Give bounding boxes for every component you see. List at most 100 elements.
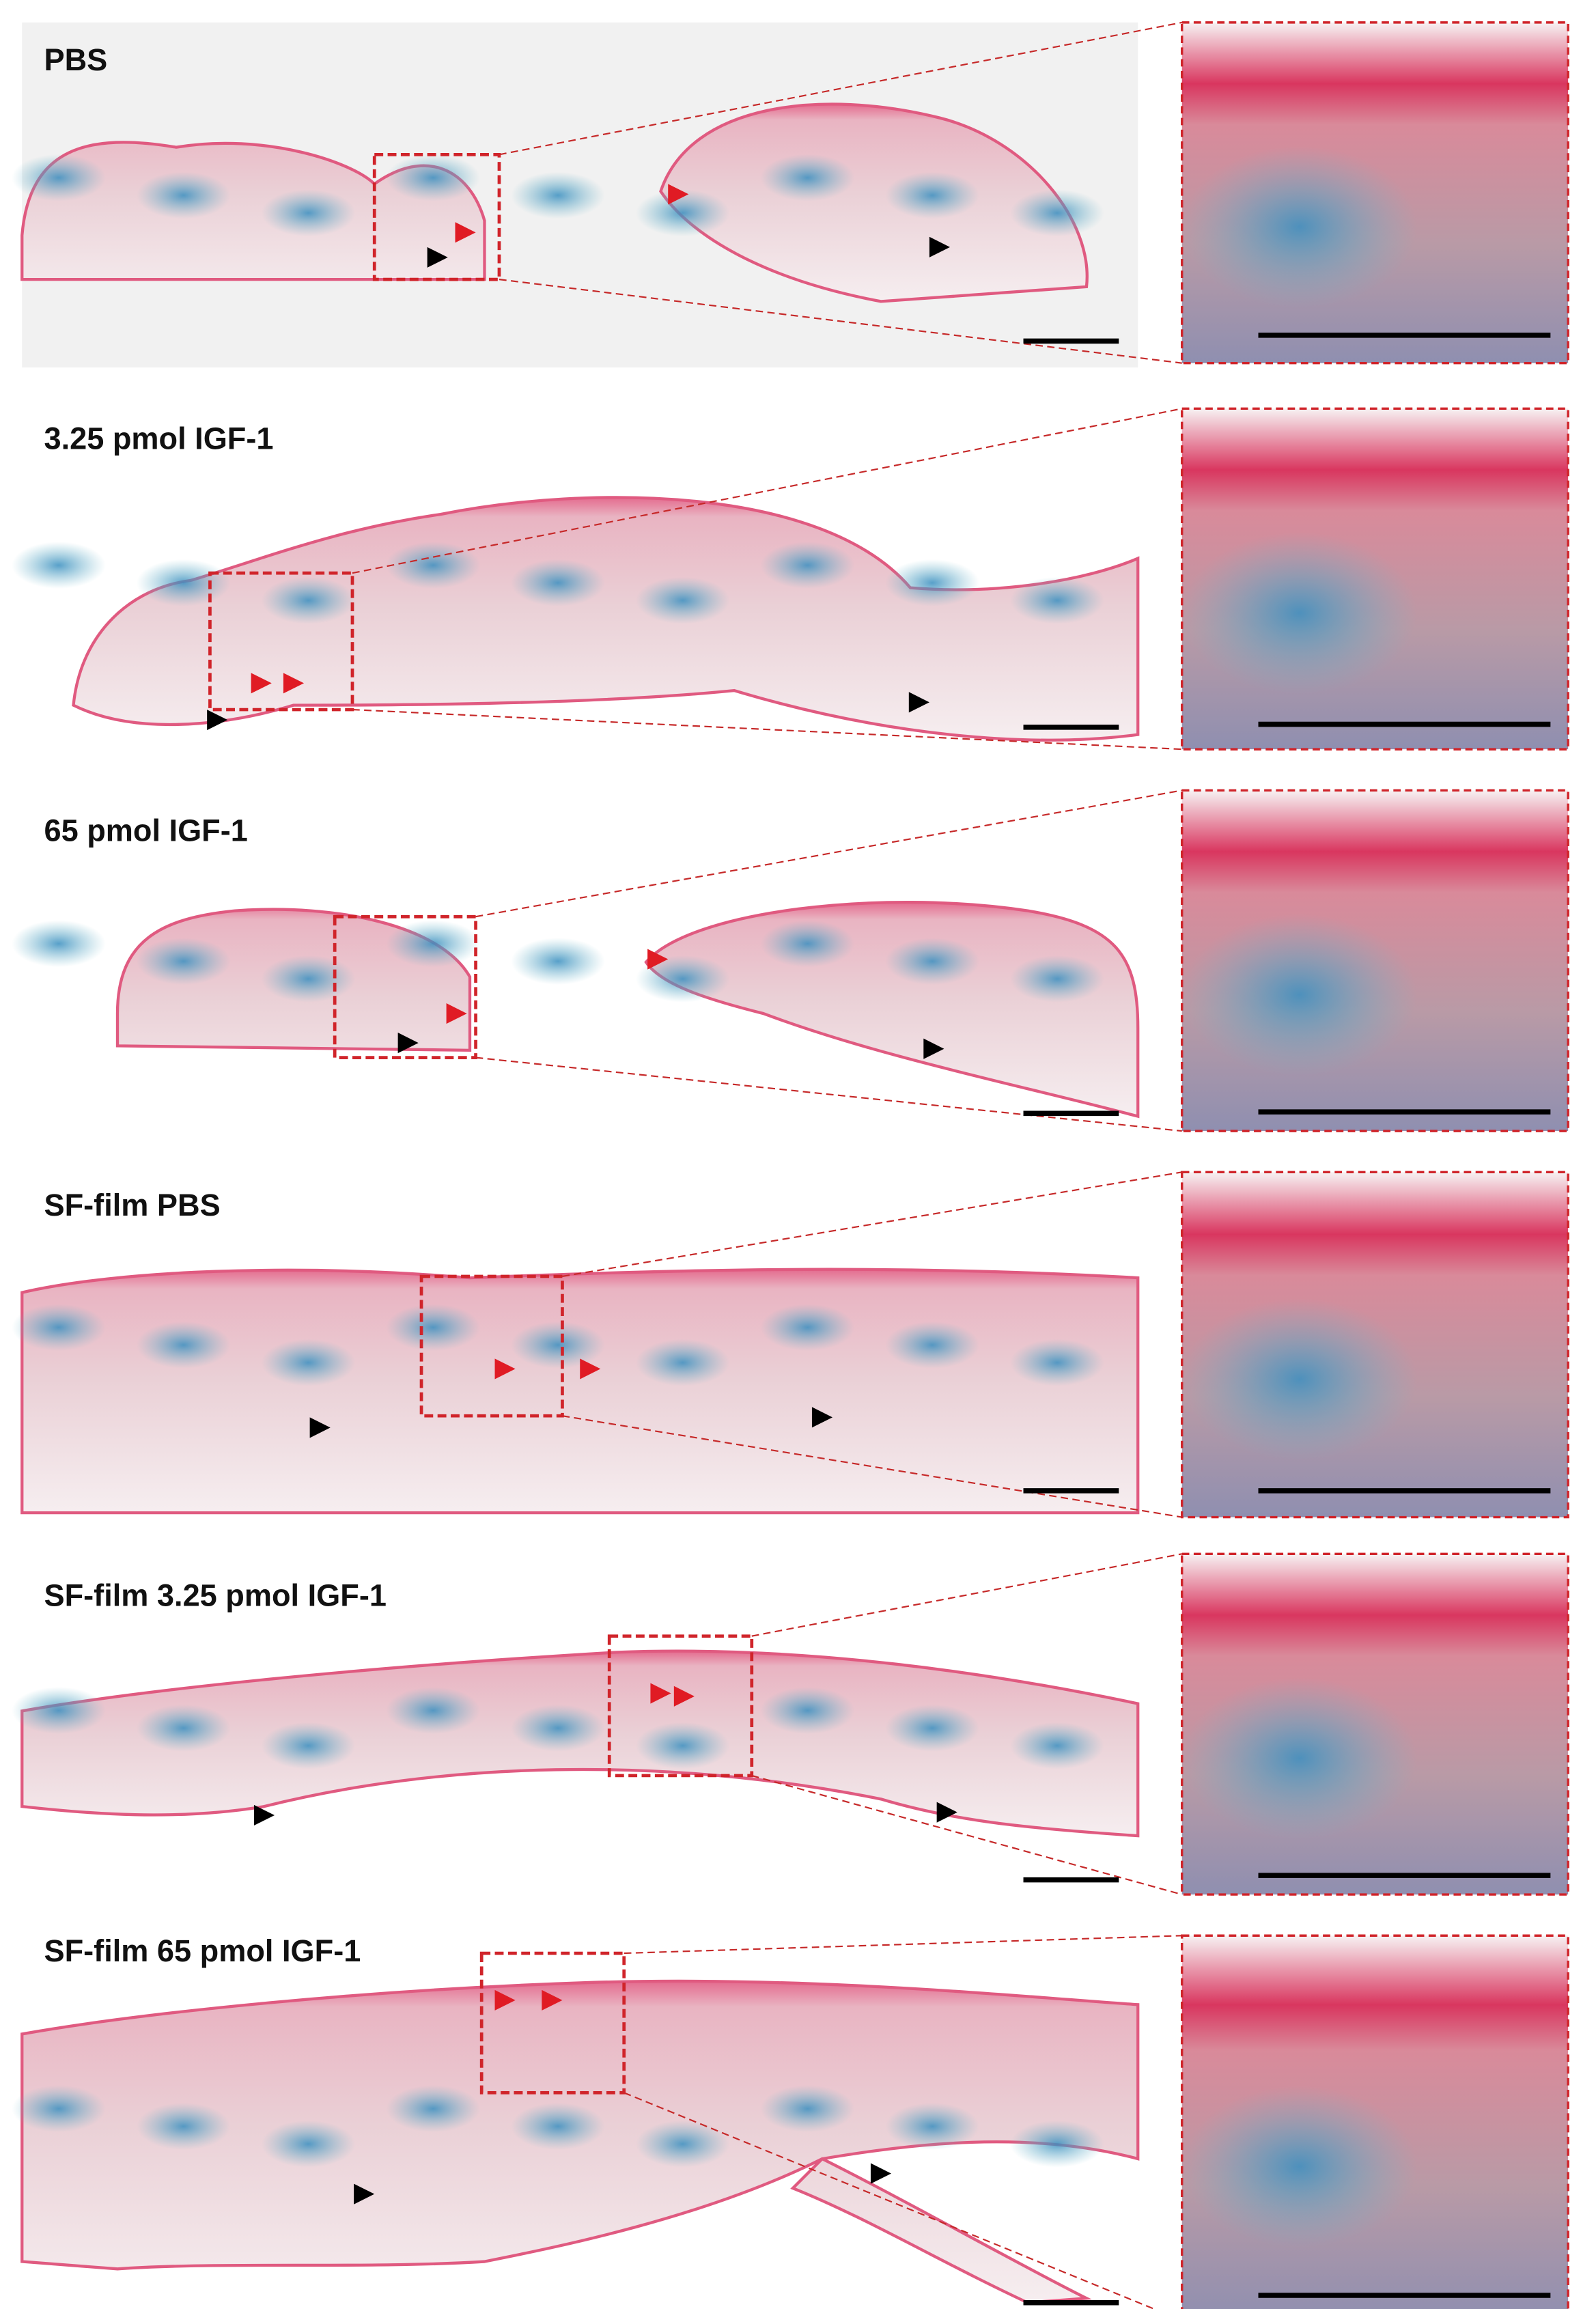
black-arrowhead — [923, 1038, 944, 1059]
stain-patch — [885, 559, 980, 606]
black-arrowhead — [397, 1033, 419, 1054]
stain-patch — [386, 920, 481, 968]
red-arrowhead — [494, 1989, 516, 2011]
stain-patch — [1010, 1339, 1104, 1386]
panel-label: 3.25 pmol IGF-1 — [44, 421, 273, 456]
stain-patch — [885, 2103, 980, 2150]
zoom-stain — [1181, 2086, 1417, 2248]
stain-patch — [511, 1321, 605, 1369]
red-arrowhead — [455, 222, 476, 243]
stain-patch — [261, 1339, 356, 1386]
stain-patch — [386, 542, 481, 589]
black-arrowhead — [253, 1804, 275, 1826]
stain-patch — [261, 955, 356, 1003]
stain-patch — [136, 171, 231, 219]
stain-patch — [1010, 2120, 1104, 2168]
stain-patch — [261, 576, 356, 624]
connector-line — [475, 1056, 1182, 1132]
stain-patch — [12, 1304, 106, 1352]
stain-patch — [760, 1687, 855, 1734]
zoom-stain — [1181, 532, 1417, 694]
region-box — [208, 571, 354, 712]
stain-patch — [885, 938, 980, 985]
stain-patch — [136, 2103, 231, 2150]
black-arrowhead — [908, 692, 929, 713]
stain-patch — [386, 1687, 481, 1734]
black-arrowhead — [811, 1407, 833, 1428]
zoom-frame — [1180, 1171, 1569, 1519]
region-box — [607, 1634, 754, 1778]
zoom-stain — [1181, 1677, 1417, 1839]
region-box — [333, 914, 477, 1059]
stain-patch — [136, 559, 231, 606]
stain-patch — [1010, 1722, 1104, 1769]
red-arrowhead — [673, 1685, 695, 1707]
stain-patch — [136, 938, 231, 985]
stain-patch — [635, 576, 730, 624]
zoom-stain — [1181, 145, 1417, 308]
black-arrowhead — [427, 247, 448, 268]
panel-label: 65 pmol IGF-1 — [44, 813, 247, 848]
stain-patch — [760, 920, 855, 968]
stain-patch — [1010, 576, 1104, 624]
black-arrowhead — [936, 1802, 957, 1823]
red-arrowhead — [251, 673, 272, 694]
red-arrowhead — [650, 1683, 671, 1704]
zoom-frame — [1180, 21, 1569, 365]
black-arrowhead — [354, 2183, 375, 2205]
stain-patch — [635, 2120, 730, 2168]
red-arrowhead — [542, 1989, 563, 2011]
stain-patch — [760, 154, 855, 201]
region-box — [479, 1951, 626, 2095]
stain-patch — [12, 920, 106, 968]
stain-patch — [136, 1704, 231, 1752]
stain-patch — [760, 2085, 855, 2133]
stain-patch — [12, 2085, 106, 2133]
panel-label: SF-film 3.25 pmol IGF-1 — [44, 1578, 386, 1613]
stain-patch — [12, 154, 106, 201]
stain-patch — [635, 189, 730, 237]
black-arrowhead — [929, 236, 951, 257]
red-arrowhead — [494, 1358, 516, 1380]
zoom-frame — [1180, 1552, 1569, 1896]
zoom-frame — [1180, 789, 1569, 1132]
connector-line — [624, 1935, 1182, 1955]
stain-patch — [12, 542, 106, 589]
stain-patch — [1010, 189, 1104, 237]
connector-line — [751, 1774, 1182, 1896]
stain-patch — [12, 1687, 106, 1734]
tissue-section — [72, 496, 1140, 742]
connector-line — [499, 21, 1182, 156]
stain-patch — [885, 1704, 980, 1752]
stain-patch — [511, 559, 605, 606]
tissue-section — [20, 1268, 1140, 1515]
red-arrowhead — [283, 673, 305, 694]
stain-patch — [635, 1722, 730, 1769]
stain-patch — [386, 1304, 481, 1352]
stain-patch — [261, 2120, 356, 2168]
stain-patch — [511, 171, 605, 219]
stain-patch — [760, 542, 855, 589]
stain-patch — [635, 1339, 730, 1386]
stain-patch — [885, 171, 980, 219]
stain-patch — [760, 1304, 855, 1352]
region-box — [419, 1274, 564, 1418]
connector-line — [475, 789, 1182, 918]
zoom-frame — [1180, 407, 1569, 751]
stain-patch — [511, 1704, 605, 1752]
red-arrowhead — [668, 184, 689, 205]
stain-patch — [511, 2103, 605, 2150]
zoom-frame — [1180, 1934, 1569, 2309]
stain-patch — [136, 1321, 231, 1369]
stain-patch — [511, 938, 605, 985]
zoom-stain — [1181, 914, 1417, 1076]
stain-patch — [386, 154, 481, 201]
tissue-section — [115, 901, 1140, 1119]
black-arrowhead — [309, 1417, 331, 1438]
panel-label: SF-film 65 pmol IGF-1 — [44, 1933, 361, 1968]
red-arrowhead — [446, 1003, 467, 1024]
connector-line — [562, 1415, 1182, 1518]
red-arrowhead — [647, 949, 669, 970]
black-arrowhead — [207, 710, 228, 731]
